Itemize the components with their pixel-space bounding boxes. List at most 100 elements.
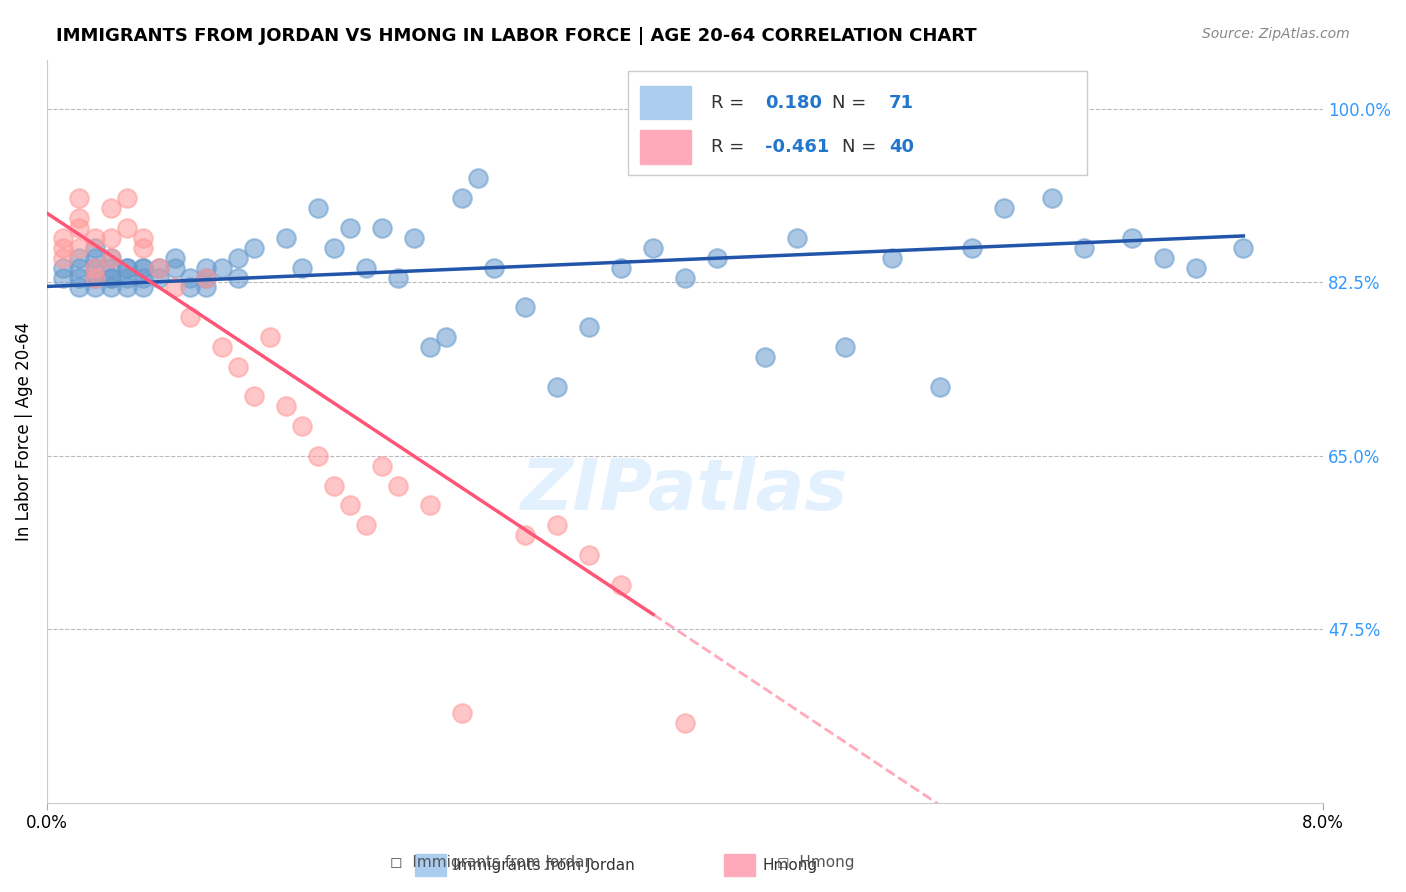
- Point: [131, 260, 153, 275]
- Point: [179, 270, 201, 285]
- Point: [67, 191, 90, 205]
- Point: [354, 518, 377, 533]
- Point: [754, 350, 776, 364]
- Point: [52, 270, 75, 285]
- Text: R =: R =: [710, 138, 749, 156]
- Point: [307, 449, 329, 463]
- Point: [67, 221, 90, 235]
- Point: [929, 379, 952, 393]
- Point: [115, 260, 138, 275]
- FancyBboxPatch shape: [724, 854, 755, 876]
- Point: [1073, 241, 1095, 255]
- Point: [83, 260, 105, 275]
- Point: [115, 221, 138, 235]
- Point: [67, 260, 90, 275]
- Point: [673, 716, 696, 731]
- Point: [52, 260, 75, 275]
- Point: [100, 260, 122, 275]
- Point: [52, 241, 75, 255]
- Point: [195, 280, 218, 294]
- Point: [228, 270, 250, 285]
- Point: [83, 270, 105, 285]
- Point: [546, 518, 568, 533]
- Point: [482, 260, 505, 275]
- Point: [1121, 231, 1143, 245]
- Point: [450, 191, 472, 205]
- Point: [371, 221, 394, 235]
- Text: 71: 71: [889, 94, 914, 112]
- Point: [67, 251, 90, 265]
- Point: [276, 400, 298, 414]
- Text: IMMIGRANTS FROM JORDAN VS HMONG IN LABOR FORCE | AGE 20-64 CORRELATION CHART: IMMIGRANTS FROM JORDAN VS HMONG IN LABOR…: [56, 27, 977, 45]
- Point: [259, 330, 281, 344]
- Point: [148, 270, 170, 285]
- Point: [100, 201, 122, 215]
- Point: [163, 280, 186, 294]
- Text: Immigrants from Jordan: Immigrants from Jordan: [453, 858, 634, 872]
- Point: [100, 270, 122, 285]
- Point: [243, 241, 266, 255]
- Point: [673, 270, 696, 285]
- Point: [195, 270, 218, 285]
- Point: [610, 577, 633, 591]
- Point: [195, 260, 218, 275]
- Point: [52, 251, 75, 265]
- Point: [546, 379, 568, 393]
- Point: [115, 260, 138, 275]
- Y-axis label: In Labor Force | Age 20-64: In Labor Force | Age 20-64: [15, 321, 32, 541]
- Text: ◻  Immigrants from Jordan: ◻ Immigrants from Jordan: [389, 855, 595, 870]
- Point: [148, 260, 170, 275]
- Point: [131, 270, 153, 285]
- Point: [179, 310, 201, 325]
- Point: [354, 260, 377, 275]
- Point: [371, 458, 394, 473]
- Point: [402, 231, 425, 245]
- Point: [52, 231, 75, 245]
- Point: [387, 478, 409, 492]
- Point: [578, 320, 600, 334]
- FancyBboxPatch shape: [415, 854, 446, 876]
- Point: [211, 340, 233, 354]
- Point: [419, 499, 441, 513]
- Point: [211, 260, 233, 275]
- Point: [307, 201, 329, 215]
- Point: [323, 478, 346, 492]
- FancyBboxPatch shape: [627, 70, 1087, 175]
- Point: [960, 241, 983, 255]
- Point: [1184, 260, 1206, 275]
- Point: [195, 270, 218, 285]
- Point: [115, 191, 138, 205]
- Point: [67, 270, 90, 285]
- Point: [115, 280, 138, 294]
- Point: [100, 270, 122, 285]
- Point: [100, 280, 122, 294]
- Point: [179, 280, 201, 294]
- Point: [291, 419, 314, 434]
- FancyBboxPatch shape: [640, 86, 692, 119]
- Point: [1153, 251, 1175, 265]
- Point: [323, 241, 346, 255]
- Point: [83, 270, 105, 285]
- Point: [578, 548, 600, 562]
- Text: ◻  Hmong: ◻ Hmong: [776, 855, 855, 870]
- Point: [834, 340, 856, 354]
- Point: [83, 251, 105, 265]
- Point: [100, 231, 122, 245]
- Point: [67, 280, 90, 294]
- Point: [515, 300, 537, 314]
- Point: [419, 340, 441, 354]
- Point: [83, 260, 105, 275]
- Point: [148, 260, 170, 275]
- Point: [1232, 241, 1254, 255]
- Point: [339, 221, 361, 235]
- Point: [83, 280, 105, 294]
- Point: [515, 528, 537, 542]
- Point: [291, 260, 314, 275]
- Point: [131, 231, 153, 245]
- Point: [83, 231, 105, 245]
- Point: [163, 251, 186, 265]
- Point: [643, 241, 665, 255]
- Point: [131, 241, 153, 255]
- Text: 0.180: 0.180: [765, 94, 823, 112]
- Point: [131, 260, 153, 275]
